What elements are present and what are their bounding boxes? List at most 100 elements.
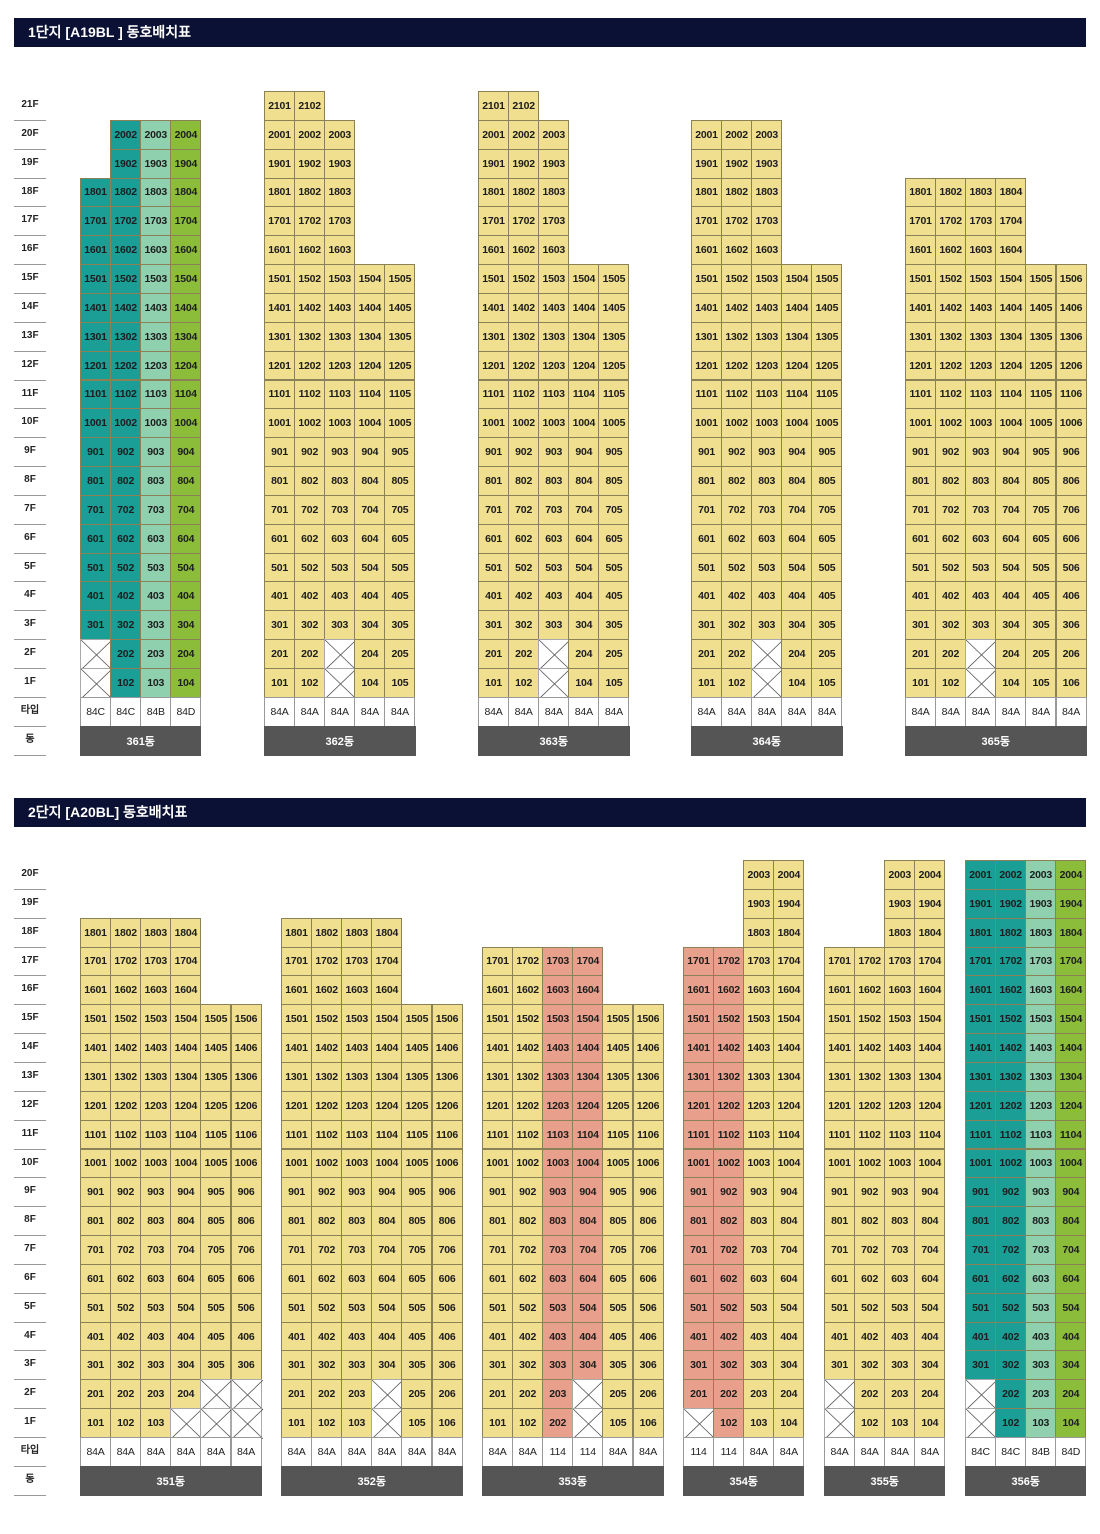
unit-cell[interactable]: 1502	[721, 264, 753, 294]
unit-cell[interactable]: 1502	[110, 264, 142, 294]
unit-cell[interactable]: 1401	[691, 292, 723, 323]
unit-cell[interactable]: 801	[281, 1206, 313, 1237]
unit-cell[interactable]: 1405	[811, 292, 843, 323]
unit-cell[interactable]: 505	[602, 1292, 634, 1323]
unit-cell[interactable]: 404	[773, 1321, 805, 1352]
unit-cell[interactable]: 1502	[311, 1004, 343, 1035]
unit-cell[interactable]: 404	[781, 581, 813, 612]
unit-cell[interactable]: 301	[824, 1350, 856, 1381]
unit-cell[interactable]: 903	[1025, 1177, 1057, 1208]
unit-cell[interactable]: 1303	[538, 321, 570, 352]
unit-cell[interactable]: 1506	[431, 1004, 463, 1035]
unit-cell[interactable]: 301	[478, 610, 510, 641]
unit-cell[interactable]: 1504	[371, 1004, 403, 1035]
unit-cell[interactable]: 205	[811, 639, 843, 669]
unit-cell[interactable]: 704	[1055, 1235, 1087, 1265]
unit-cell[interactable]: 306	[632, 1350, 664, 1381]
unit-cell[interactable]: 1604	[371, 975, 403, 1006]
unit-cell[interactable]: 1506	[632, 1004, 664, 1035]
unit-cell[interactable]: 704	[572, 1235, 604, 1265]
unit-cell[interactable]: 305	[401, 1350, 433, 1381]
unit-cell[interactable]: 704	[995, 494, 1027, 525]
unit-cell[interactable]: 1602	[995, 975, 1027, 1006]
unit-cell[interactable]: 1501	[80, 264, 112, 294]
unit-cell[interactable]: 1601	[691, 235, 723, 266]
unit-cell[interactable]: 202	[508, 639, 540, 669]
unit-cell[interactable]: 1103	[324, 379, 356, 410]
unit-cell[interactable]: 405	[602, 1321, 634, 1352]
unit-cell[interactable]: 1903	[324, 148, 356, 179]
unit-cell[interactable]: 505	[1025, 552, 1057, 583]
unit-cell[interactable]: 1105	[1025, 379, 1057, 410]
unit-cell[interactable]: 1501	[478, 264, 510, 294]
unit-cell[interactable]: 705	[384, 494, 416, 525]
unit-cell[interactable]: 603	[341, 1263, 373, 1294]
unit-cell[interactable]: 104	[781, 668, 813, 698]
unit-cell[interactable]: 303	[751, 610, 783, 641]
unit-cell[interactable]: 1704	[914, 946, 946, 977]
unit-cell[interactable]: 706	[431, 1235, 463, 1265]
unit-cell[interactable]: 1405	[598, 292, 630, 323]
unit-cell[interactable]: 1504	[572, 1004, 604, 1035]
unit-cell[interactable]: 803	[965, 466, 997, 496]
unit-cell[interactable]: 104	[568, 668, 600, 698]
unit-cell[interactable]: 602	[508, 523, 540, 554]
unit-cell[interactable]: 802	[721, 466, 753, 496]
unit-cell[interactable]: 801	[80, 466, 112, 496]
unit-cell[interactable]: 1103	[884, 1119, 916, 1150]
unit-cell[interactable]: 301	[264, 610, 296, 641]
unit-cell[interactable]: 1202	[311, 1090, 343, 1121]
unit-cell[interactable]: 801	[482, 1206, 514, 1237]
unit-cell[interactable]: 204	[568, 639, 600, 669]
unit-cell[interactable]: 1802	[110, 917, 142, 948]
unit-cell[interactable]: 106	[1055, 668, 1087, 698]
unit-cell[interactable]: 906	[431, 1177, 463, 1208]
unit-cell[interactable]: 304	[1055, 1350, 1087, 1381]
unit-cell[interactable]: 1001	[965, 1148, 997, 1179]
unit-cell[interactable]: 1102	[935, 379, 967, 410]
unit-cell[interactable]: 2102	[508, 91, 540, 121]
unit-cell[interactable]: 1803	[324, 177, 356, 208]
unit-cell[interactable]: 1801	[965, 917, 997, 948]
unit-cell[interactable]: 503	[140, 552, 172, 583]
unit-cell[interactable]: 901	[905, 437, 937, 468]
unit-cell[interactable]: 904	[371, 1177, 403, 1208]
unit-cell[interactable]: 1804	[170, 917, 202, 948]
unit-cell[interactable]: 305	[384, 610, 416, 641]
unit-cell[interactable]: 701	[478, 494, 510, 525]
unit-cell[interactable]: 1105	[384, 379, 416, 410]
unit-cell[interactable]: 403	[751, 581, 783, 612]
unit-cell[interactable]: 601	[80, 1263, 112, 1294]
unit-cell[interactable]: 2004	[914, 860, 946, 890]
unit-cell[interactable]: 1304	[354, 321, 386, 352]
unit-cell[interactable]: 902	[512, 1177, 544, 1208]
unit-cell[interactable]: 203	[140, 639, 172, 669]
unit-cell[interactable]: 604	[354, 523, 386, 554]
unit-cell[interactable]: 405	[598, 581, 630, 612]
unit-cell[interactable]: 2101	[478, 91, 510, 121]
unit-cell[interactable]: 602	[721, 523, 753, 554]
unit-cell[interactable]: 1301	[824, 1061, 856, 1092]
unit-cell[interactable]: 1103	[751, 379, 783, 410]
unit-cell[interactable]: 701	[683, 1235, 715, 1265]
unit-cell[interactable]: 1103	[965, 379, 997, 410]
unit-cell[interactable]: 103	[1025, 1408, 1057, 1438]
unit-cell[interactable]: 1201	[281, 1090, 313, 1121]
unit-cell[interactable]: 306	[431, 1350, 463, 1381]
unit-cell[interactable]: 401	[264, 581, 296, 612]
unit-cell[interactable]: 1703	[884, 946, 916, 977]
unit-cell[interactable]: 1604	[995, 235, 1027, 266]
unit-cell[interactable]: 1401	[905, 292, 937, 323]
unit-cell[interactable]: 302	[512, 1350, 544, 1381]
unit-cell[interactable]: 202	[110, 1379, 142, 1410]
unit-cell[interactable]: 304	[568, 610, 600, 641]
unit-cell[interactable]: 1703	[538, 206, 570, 237]
unit-cell[interactable]: 1205	[401, 1090, 433, 1121]
unit-cell[interactable]: 505	[200, 1292, 232, 1323]
unit-cell[interactable]: 1004	[1055, 1148, 1087, 1179]
unit-cell[interactable]: 1104	[568, 379, 600, 410]
unit-cell[interactable]: 1306	[632, 1061, 664, 1092]
unit-cell[interactable]: 1204	[354, 350, 386, 381]
unit-cell[interactable]: 1402	[110, 292, 142, 323]
unit-cell[interactable]: 1504	[170, 264, 202, 294]
